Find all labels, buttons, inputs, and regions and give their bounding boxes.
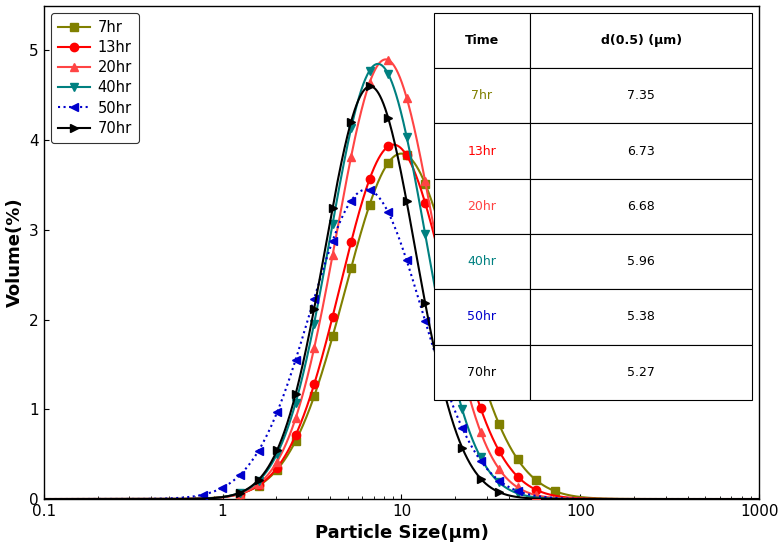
Bar [434, 68, 530, 123]
Text: 7hr: 7hr [471, 89, 492, 102]
Bar [434, 123, 530, 179]
Text: 5.38: 5.38 [627, 310, 655, 323]
Bar [434, 179, 530, 234]
Text: 5.27: 5.27 [627, 366, 655, 379]
Y-axis label: Volume(%): Volume(%) [5, 197, 24, 307]
Text: 40hr: 40hr [467, 255, 496, 268]
Text: d(0.5) (μm): d(0.5) (μm) [601, 34, 682, 47]
Bar [434, 345, 530, 400]
Bar [434, 234, 530, 289]
Bar [530, 13, 752, 68]
Legend: 7hr, 13hr, 20hr, 40hr, 50hr, 70hr: 7hr, 13hr, 20hr, 40hr, 50hr, 70hr [51, 13, 140, 143]
Bar [434, 289, 530, 345]
Bar [530, 68, 752, 123]
Bar [434, 13, 530, 68]
Bar [530, 289, 752, 345]
Bar [530, 179, 752, 234]
Text: 20hr: 20hr [467, 200, 496, 213]
Text: 6.73: 6.73 [627, 145, 655, 158]
Text: Time: Time [465, 34, 499, 47]
Bar [530, 234, 752, 289]
Text: 5.96: 5.96 [627, 255, 655, 268]
Text: 7.35: 7.35 [627, 89, 655, 102]
Bar [530, 123, 752, 179]
X-axis label: Particle Size(μm): Particle Size(μm) [314, 524, 488, 543]
Bar [530, 345, 752, 400]
Text: 70hr: 70hr [467, 366, 496, 379]
Text: 6.68: 6.68 [627, 200, 655, 213]
Text: 13hr: 13hr [467, 145, 496, 158]
Text: 50hr: 50hr [467, 310, 496, 323]
